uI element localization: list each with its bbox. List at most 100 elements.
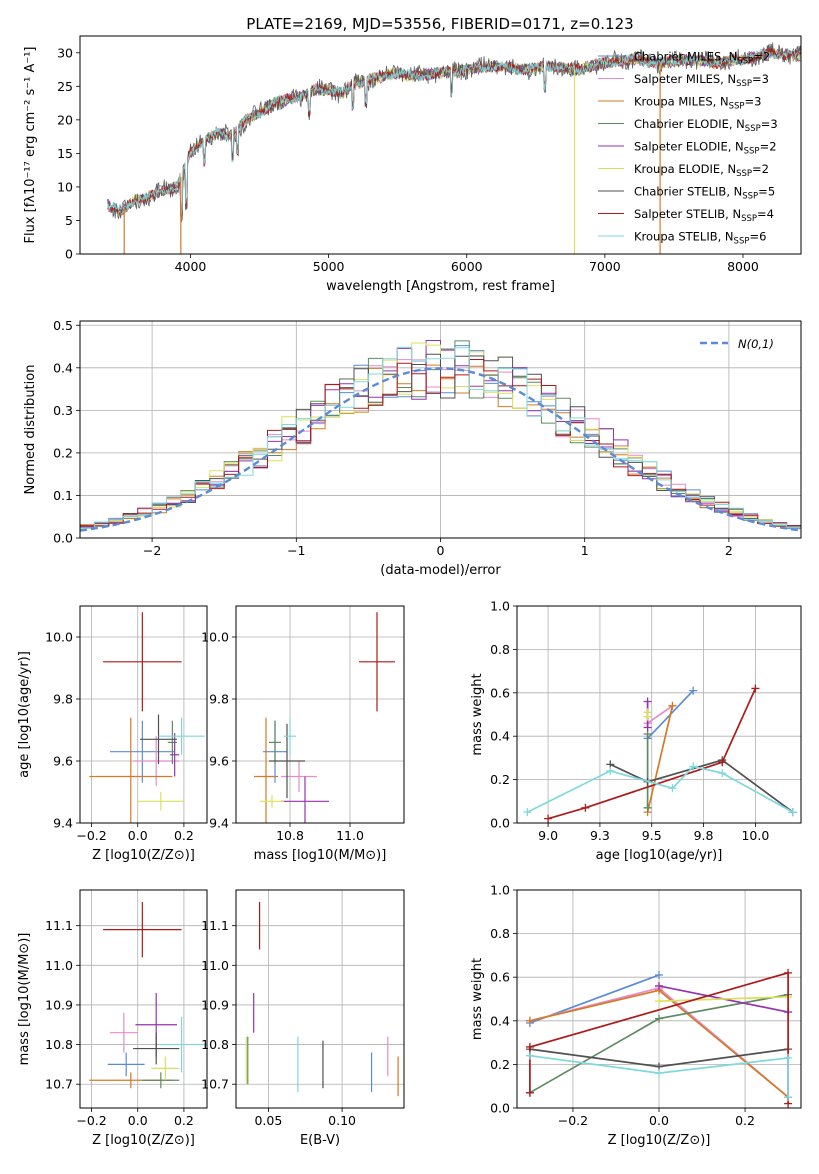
legend-entry: Salpeter ELODIE, NSSP=2 [634, 140, 777, 157]
y-tick-label: 9.4 [209, 816, 229, 831]
legend-nssp-prefix: , N [713, 95, 729, 109]
plot-frame [516, 605, 802, 824]
plot-frame [79, 35, 802, 255]
x-tick-label: 0 [437, 543, 445, 558]
legend-entry: Chabrier ELODIE, NSSP=3 [634, 117, 778, 134]
plot-frame [79, 320, 802, 539]
legend-nssp-value: 3 [770, 117, 777, 131]
y-tick-label: 11.1 [45, 918, 73, 933]
y-tick-label: 15 [57, 146, 73, 161]
weight_vs_age-chart: 9.0 9.3 9.5 9.8 10.0 0.0 0.2 0.4 0.6 0.8 1.0 age [l… [470, 599, 802, 863]
x-tick-label: 10.8 [276, 828, 304, 843]
y-tick-label: 11.0 [201, 958, 229, 973]
x-tick-label: 8000 [727, 259, 759, 274]
y-tick-label: 1.0 [490, 883, 510, 898]
x-axis-label: E(B-V) [300, 1133, 340, 1148]
weight-point-marker [655, 1014, 663, 1023]
legend-nssp-prefix: , N [718, 230, 734, 244]
weight-series-line [609, 759, 794, 813]
legend-entry: Salpeter STELIB, NSSP=4 [634, 207, 774, 224]
weight-point-marker [784, 1053, 793, 1062]
y-tick-label: 10.8 [45, 1037, 73, 1052]
legend-entry-name: Chabrier STELIB [634, 185, 726, 199]
legend-nssp-eq: = [752, 72, 762, 86]
y-tick-label: 0.0 [490, 816, 510, 831]
spectrum-chart: 4000 5000 6000 7000 8000051015202530waveleng… [23, 35, 802, 294]
x-tick-label: 0.2 [174, 1113, 194, 1128]
legend-nssp-sub: SSP [741, 214, 757, 224]
weight-point-marker [668, 701, 677, 710]
x-tick-label: 0.0 [128, 1113, 148, 1128]
age_vs_Z-data [89, 612, 205, 823]
weight-point-marker [788, 808, 797, 817]
y-tick-label: 10 [57, 179, 73, 194]
y-tick-label: 0.5 [53, 318, 73, 333]
y-axis-label: mass weight [470, 673, 485, 755]
y-tick-label: 0.4 [490, 1013, 510, 1028]
y-tick-label: 30 [57, 45, 73, 60]
legend-nssp-sub: SSP [737, 57, 753, 67]
residuals-data [80, 340, 801, 532]
x-tick-label: 0.2 [174, 828, 194, 843]
y-tick-label: 11.0 [45, 958, 73, 973]
y-tick-label: 9.8 [53, 692, 73, 707]
legend-nssp-prefix: , N [728, 140, 744, 154]
normal-curve [80, 367, 801, 532]
plot-frame [235, 605, 405, 824]
y-tick-label: 10.9 [201, 997, 229, 1012]
y-tick-label: 5 [65, 213, 73, 228]
legend-entry-name: Kroupa MILES [634, 95, 713, 109]
x-tick-label: 0.10 [328, 1113, 356, 1128]
y-tick-label: 0.3 [53, 403, 73, 418]
legend-nssp-sub: SSP [729, 102, 745, 112]
x-tick-label: 5000 [313, 259, 345, 274]
spectrum-legend: Chabrier MILES, NSSP=2 Salpeter MILES, NS… [598, 50, 778, 247]
x-axis-label: (data-model)/error [380, 563, 501, 578]
y-tick-label: 0.6 [490, 970, 510, 985]
y-tick-label: 0.4 [53, 360, 73, 375]
x-tick-label: 9.0 [538, 828, 558, 843]
legend-nssp-prefix: , N [720, 72, 736, 86]
y-tick-label: 10.7 [45, 1077, 73, 1092]
weight-point-marker [643, 708, 652, 717]
weight-point-marker [643, 803, 652, 812]
weight-series-line [647, 705, 673, 724]
x-tick-label: 4000 [175, 259, 207, 274]
plot-frame [79, 605, 208, 824]
weight-point-marker [606, 766, 615, 775]
x-tick-label: −0.2 [76, 1113, 106, 1128]
mass_vs_Z-chart: −0.2 0.0 0.2 10.7 10.8 10.9 11.0 11.1 Z [log10(Z… [17, 889, 208, 1148]
legend-nssp-value: 3 [762, 72, 769, 86]
legend-nssp-prefix: , N [725, 207, 741, 221]
x-axis-label: Z [log10(Z/Z⊙)] [92, 848, 195, 863]
legend-nssp-sub: SSP [745, 124, 761, 134]
y-tick-label: 0.2 [490, 772, 510, 787]
weight-point-marker [581, 803, 590, 812]
weight-point-marker [525, 1042, 534, 1051]
residuals-chart: −2 −1 0 1 2 0.0 0.1 0.2 0.3 0.4 0.5 (data-model)/er… [23, 318, 802, 578]
legend-entry: N(0,1) [738, 337, 774, 351]
weight-series-line [658, 995, 789, 1003]
legend-entry: Salpeter MILES, NSSP=3 [634, 72, 769, 89]
legend-entry-name: Chabrier ELODIE [634, 117, 729, 131]
legend-nssp-eq: = [757, 207, 767, 221]
legend-nssp-value: 2 [769, 140, 776, 154]
legend-entry: Chabrier MILES, NSSP=2 [634, 50, 770, 67]
age_vs_Z-chart: −0.2 0.0 0.2 9.4 9.6 9.8 10.0 Z [log10(Z/Z⊙)] ag… [17, 605, 208, 863]
weight_vs_Z-chart: −0.2 0.0 0.2 0.0 0.2 0.4 0.6 0.8 1.0 Z [log10(Z/Z… [470, 883, 802, 1148]
residual-legend: N(0,1) [700, 337, 774, 351]
y-axis-label: mass weight [470, 958, 485, 1040]
y-tick-label: 25 [57, 79, 73, 94]
y-tick-label: 0.6 [490, 685, 510, 700]
weight_vs_age-data [523, 684, 797, 823]
weight-point-marker [655, 971, 663, 980]
weight-series-line [529, 971, 789, 1104]
y-tick-label: 9.6 [209, 754, 229, 769]
legend-nssp-value: 2 [763, 50, 770, 64]
legend-nssp-sub: SSP [744, 147, 760, 157]
weight-point-marker [655, 1069, 663, 1078]
y-tick-label: 9.4 [53, 816, 73, 831]
weight-point-marker [655, 997, 663, 1006]
weight-series-line [646, 705, 674, 813]
